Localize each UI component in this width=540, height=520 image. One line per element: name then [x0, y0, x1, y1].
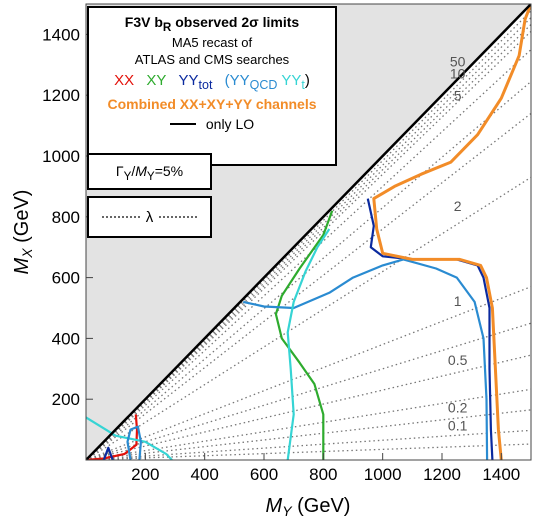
y-axis-title-sub: X — [19, 248, 35, 259]
lo-line-swatch — [169, 122, 196, 125]
legend-series-row: XX XY YYtot (YYQCD YYt) — [89, 72, 335, 92]
x-tick-label-4: 1000 — [364, 465, 402, 484]
lambda-contour-12 — [86, 81, 531, 460]
series-line-4 — [286, 228, 331, 460]
lambda-label-6: 0.2 — [448, 400, 468, 416]
series-line-1 — [274, 210, 334, 460]
plot-frame — [85, 3, 532, 461]
x-axis-title-unit: (GeV) — [292, 495, 351, 517]
legend-yy-group: (YYQCD YYt) — [224, 71, 310, 92]
legend-yy-qcd: YYQCD — [229, 71, 278, 92]
lambda-label-0: 50 — [450, 54, 466, 70]
x-tick-label-1: 400 — [190, 465, 218, 484]
lambda-label-2: 5 — [454, 87, 462, 103]
x-axis-title: MY (GeV) — [266, 495, 351, 519]
lambda-contour-9 — [86, 388, 531, 460]
x-tick-label-5: 1200 — [423, 465, 461, 484]
diagonal-line — [86, 4, 531, 460]
series-line-3 — [242, 258, 489, 460]
series-line-6 — [86, 416, 173, 460]
y-tick-label-0: 200 — [52, 390, 80, 409]
lambda-contour-10 — [86, 322, 531, 460]
x-tick-label-3: 800 — [309, 465, 337, 484]
x-tick-label-0: 200 — [131, 465, 159, 484]
legend-yy-tot: YYtot — [178, 71, 213, 92]
legend-title: F3V bR observed 2σ limits — [124, 14, 300, 34]
y-tick-label-3: 800 — [52, 208, 80, 227]
y-axis-title: MX (GeV) — [11, 190, 35, 275]
lambda-contour-0 — [86, 10, 531, 460]
lambda-label-7: 0.1 — [448, 417, 468, 433]
legend-xx: XX — [114, 71, 135, 89]
x-axis-title-m: M — [266, 495, 283, 517]
lambda-contour-1 — [86, 24, 531, 460]
series-line-5 — [372, 4, 531, 460]
legend-xy: XY — [146, 71, 167, 89]
series-line-2 — [366, 198, 494, 460]
y-tick-label-5: 1200 — [42, 86, 80, 105]
lambda-label-4: 1 — [454, 293, 462, 309]
lambda-dots-left — [101, 216, 140, 218]
lambda-label-3: 2 — [454, 198, 462, 214]
y-tick-label-1: 400 — [52, 329, 80, 348]
y-tick-label-2: 600 — [52, 269, 80, 288]
legend-yy-t: YYt — [281, 71, 305, 92]
legend-width: ΓY/MY=5% — [87, 153, 212, 190]
x-tick-label-6: 1400 — [482, 465, 520, 484]
y-axis-title-m: M — [11, 257, 33, 274]
y-tick-label-4: 1000 — [42, 147, 80, 166]
lambda-label-1: 10 — [450, 66, 466, 82]
lambda-label-5: 0.5 — [448, 352, 468, 368]
x-axis-title-sub: Y — [282, 503, 293, 519]
legend-line-1: MA5 recast of — [171, 34, 253, 50]
legend-lambda: λ — [87, 196, 212, 238]
x-tick-label-2: 600 — [250, 465, 278, 484]
legend-line-2: ATLAS and CMS searches — [134, 51, 290, 67]
lambda-dots-right — [159, 216, 198, 218]
legend-main: F3V bR observed 2σ limits MA5 recast of … — [87, 6, 337, 166]
y-tick-label-6: 1400 — [42, 25, 80, 44]
lambda-contour-14 — [86, 17, 531, 460]
series-line-7 — [126, 425, 142, 460]
series-line-8 — [102, 446, 114, 460]
legend-lo: only LO — [89, 116, 335, 132]
legend-combined: Combined XX+XY+YY channels — [107, 95, 317, 112]
y-axis-title-unit: (GeV) — [11, 190, 33, 249]
lambda-contour-4 — [86, 286, 531, 460]
